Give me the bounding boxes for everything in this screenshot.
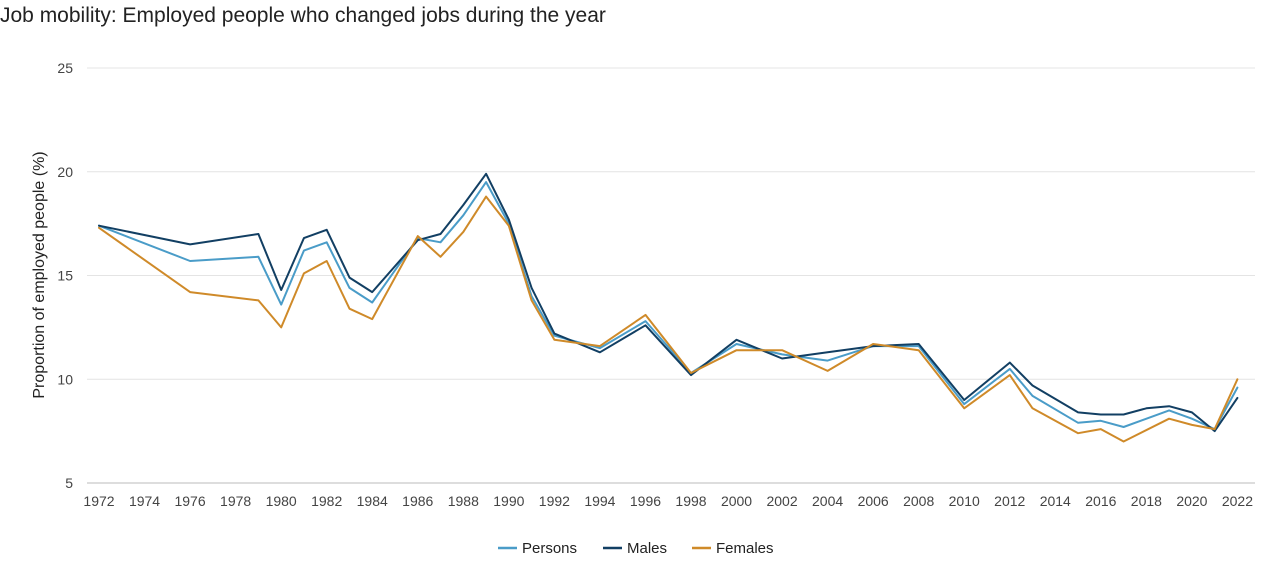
y-tick-label-10: 10 <box>57 371 73 387</box>
y-tick-label-20: 20 <box>57 164 73 180</box>
series-line-females <box>98 195 1239 443</box>
y-axis-title: Proportion of employed people (%) <box>31 151 48 398</box>
y-tick-label-5: 5 <box>65 475 73 491</box>
series-lines <box>98 172 1239 443</box>
x-tick-label-1998: 1998 <box>675 493 706 509</box>
x-tick-label-1982: 1982 <box>311 493 342 509</box>
legend: Persons Males Females <box>498 540 774 557</box>
x-tick-label-1994: 1994 <box>584 493 615 509</box>
series-line-persons <box>98 181 1239 431</box>
x-tick-label-2020: 2020 <box>1176 493 1207 509</box>
x-tick-label-1996: 1996 <box>630 493 661 509</box>
x-tick-label-1980: 1980 <box>266 493 297 509</box>
legend-item-males: Males <box>603 540 667 557</box>
x-tick-label-2012: 2012 <box>994 493 1025 509</box>
x-tick-label-2006: 2006 <box>858 493 889 509</box>
x-tick-label-2016: 2016 <box>1085 493 1116 509</box>
y-axis-ticks: 5 10 15 20 25 <box>57 60 73 491</box>
y-tick-label-25: 25 <box>57 60 73 76</box>
x-tick-label-1974: 1974 <box>129 493 160 509</box>
legend-label-females: Females <box>716 540 774 557</box>
gridlines <box>87 67 1255 380</box>
x-tick-label-1986: 1986 <box>402 493 433 509</box>
x-tick-label-1978: 1978 <box>220 493 251 509</box>
y-tick-label-15: 15 <box>57 268 73 284</box>
x-axis-ticks: 1972 1974 1976 1978 1980 1982 1984 1986 1988 1990… <box>83 493 1253 509</box>
x-tick-label-1988: 1988 <box>448 493 479 509</box>
x-tick-label-2002: 2002 <box>766 493 797 509</box>
legend-item-persons: Persons <box>498 540 577 557</box>
x-tick-label-1990: 1990 <box>493 493 524 509</box>
series-line-males <box>98 172 1239 433</box>
x-tick-label-1972: 1972 <box>83 493 114 509</box>
chart-title: Job mobility: Employed people who change… <box>0 4 606 27</box>
x-tick-label-2008: 2008 <box>903 493 934 509</box>
x-tick-label-2022: 2022 <box>1222 493 1253 509</box>
x-tick-label-1992: 1992 <box>539 493 570 509</box>
x-tick-label-1984: 1984 <box>357 493 388 509</box>
x-tick-label-2014: 2014 <box>1040 493 1071 509</box>
legend-item-females: Females <box>692 540 774 557</box>
x-tick-label-1976: 1976 <box>174 493 205 509</box>
x-tick-label-2004: 2004 <box>812 493 843 509</box>
legend-label-persons: Persons <box>522 540 577 557</box>
legend-label-males: Males <box>627 540 667 557</box>
x-tick-label-2000: 2000 <box>721 493 752 509</box>
x-tick-label-2018: 2018 <box>1131 493 1162 509</box>
x-tick-label-2010: 2010 <box>949 493 980 509</box>
